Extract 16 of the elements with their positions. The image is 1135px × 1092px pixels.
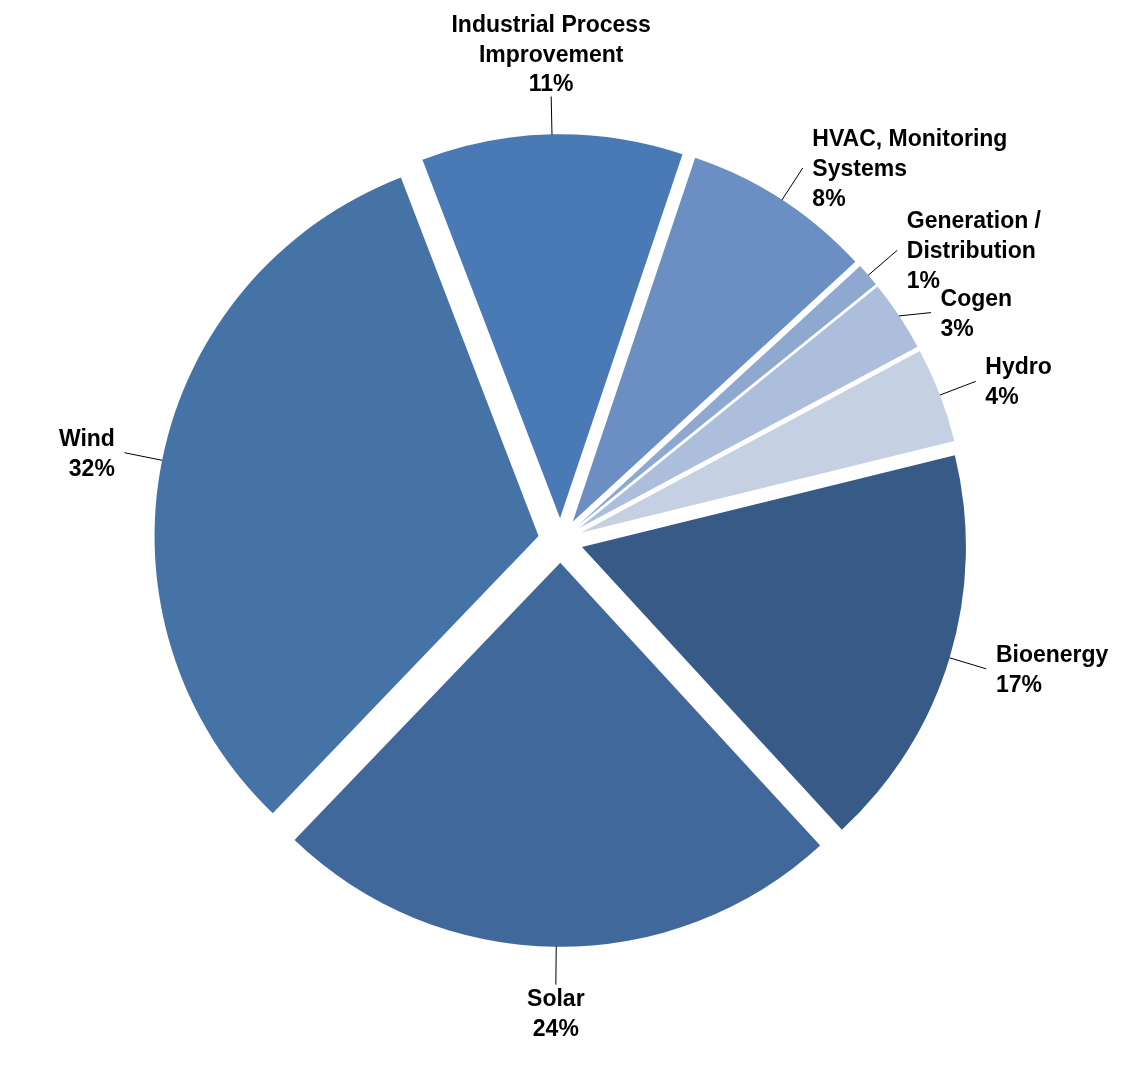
data-label: 17% [995,670,1042,697]
slice-label: Generation / Distribution [906,207,1042,264]
data-label: 24% [532,1014,579,1041]
slice-label: Hydro [985,353,1052,380]
slice-label: HVAC, Monitoring Systems [812,125,1008,182]
data-label: 1% [906,267,941,294]
slice-label: Cogen [940,284,1013,311]
data-label: 32% [68,454,115,481]
slice-label: Solar [527,984,585,1011]
slice-label: Wind [58,424,115,451]
data-label: 4% [985,383,1019,410]
data-label: 8% [812,184,846,211]
data-label: 11% [528,70,574,97]
slice-label: Industrial Process Improvement [451,10,651,67]
slice-label: Bioenergy [995,640,1109,667]
data-label: 3% [940,314,974,341]
